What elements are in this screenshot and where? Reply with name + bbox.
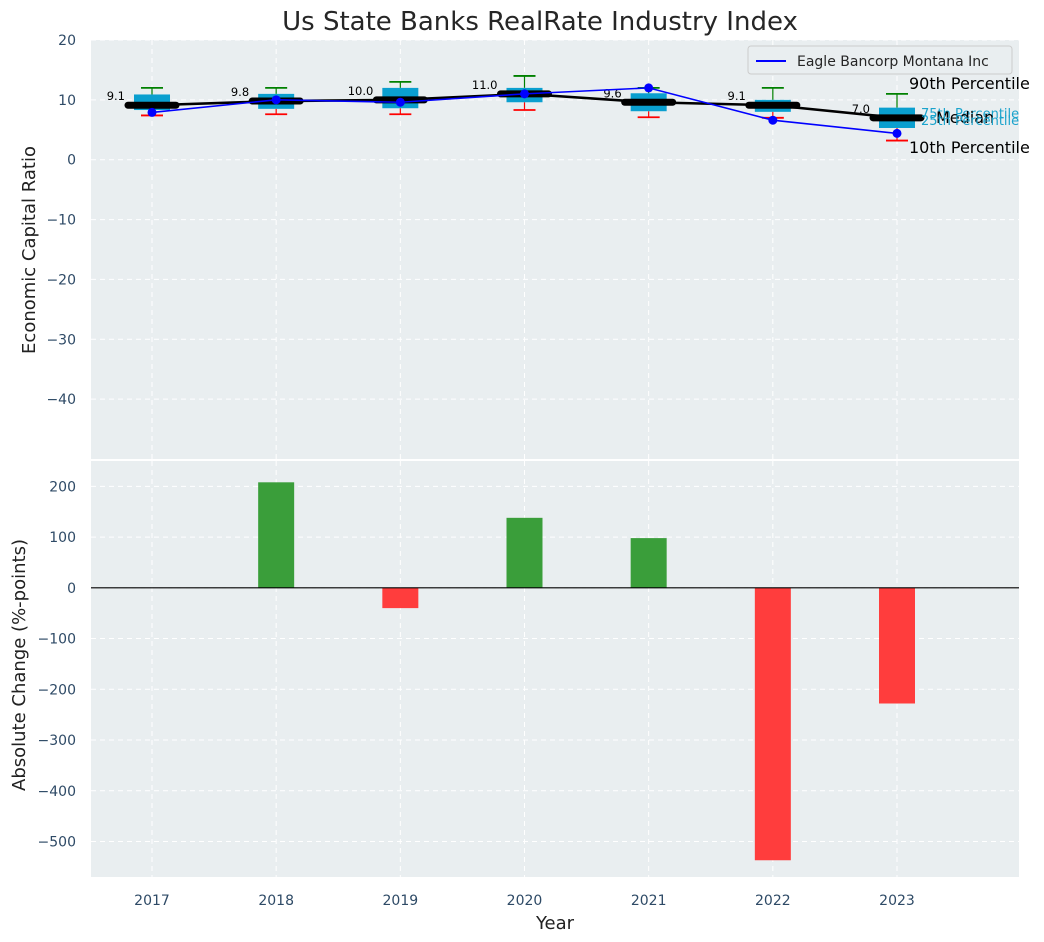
top-y-tick-label: 0	[67, 153, 76, 169]
company-point	[395, 97, 405, 107]
annotation-p25: 25th Percentile	[921, 114, 1019, 129]
change-bar-panel: 200 100 0 −100 −200 −300 −400 −500 2017 2018 2019 2…	[38, 461, 1019, 909]
company-point	[644, 83, 654, 93]
top-y-tick-label: −40	[46, 392, 76, 408]
company-point	[271, 95, 281, 105]
x-tick-label: 2023	[879, 893, 915, 909]
top-y-tick-label: −10	[46, 213, 76, 229]
bottom-y-tick-label: −100	[38, 632, 76, 648]
x-tick-label: 2022	[755, 893, 791, 909]
change-bar	[879, 587, 915, 704]
change-bar	[630, 538, 667, 588]
median-value-label: 11.0	[472, 78, 498, 92]
company-point	[520, 89, 529, 99]
top-y-axis-label: Economic Capital Ratio	[19, 146, 40, 354]
annotation-p90: 90th Percentile	[909, 74, 1030, 93]
x-axis-label: Year	[535, 913, 575, 934]
x-tick-label: 2019	[383, 893, 419, 909]
annotation-p10: 10th Percentile	[909, 138, 1030, 157]
x-tick-label: 2018	[258, 893, 294, 909]
top-plot-background	[91, 40, 1019, 459]
bottom-y-tick-label: −200	[38, 682, 76, 698]
top-y-tick-label: −20	[46, 272, 76, 288]
legend-box	[747, 45, 1013, 75]
median-value-label: 9.8	[231, 85, 249, 99]
x-tick-label: 2021	[631, 893, 667, 909]
bottom-y-tick-label: −500	[38, 834, 76, 850]
legend-label-company: Eagle Bancorp Montana Inc	[797, 54, 989, 70]
median-value-label: 10.0	[348, 84, 374, 98]
company-point	[892, 128, 902, 138]
bottom-y-tick-label: 100	[49, 530, 76, 546]
change-bar	[258, 482, 295, 588]
percentile-annotations: 90th Percentile 75th Percentile Median 2…	[909, 74, 1030, 157]
annotation-median: Median	[936, 108, 994, 127]
top-y-tick-label: 20	[58, 33, 76, 49]
company-point	[768, 115, 778, 125]
median-value-label: 9.1	[728, 89, 746, 103]
x-tick-label: 2020	[507, 893, 543, 909]
bottom-y-tick-label: −400	[38, 784, 76, 800]
change-bar	[754, 587, 791, 861]
chart-title: Us State Banks RealRate Industry Index	[282, 7, 798, 37]
x-tick-label: 2017	[134, 893, 170, 909]
bottom-y-tick-label: −300	[38, 733, 76, 749]
change-bar	[506, 517, 543, 588]
change-bar	[382, 587, 419, 609]
top-y-tick-label: −30	[46, 332, 76, 348]
bottom-plot-background	[91, 461, 1019, 877]
bottom-y-axis-label: Absolute Change (%-points)	[9, 539, 30, 791]
bottom-y-tick-label: 200	[49, 479, 76, 495]
top-y-tick-label: 10	[58, 93, 76, 109]
median-value-label: 7.0	[852, 102, 870, 116]
company-point	[147, 107, 157, 117]
median-value-label: 9.1	[107, 89, 125, 103]
legend: Eagle Bancorp Montana Inc	[747, 45, 1013, 75]
bottom-y-tick-label: 0	[67, 581, 76, 597]
annotation-p75: 75th Percentile	[921, 107, 1019, 122]
